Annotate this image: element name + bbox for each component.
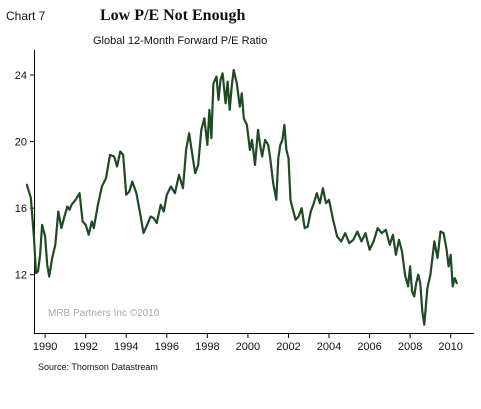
source-note: Source: Thomson Datastream	[38, 362, 158, 372]
x-tick-label: 2010	[438, 341, 462, 353]
x-tick-label: 2008	[398, 341, 422, 353]
y-tick-label: 12	[15, 270, 27, 282]
y-tick-label: 16	[15, 203, 27, 215]
watermark: MRB Partners Inc ©2010	[48, 308, 160, 319]
x-tick-label: 1998	[195, 341, 219, 353]
y-tick-label: 20	[15, 137, 27, 149]
y-tick-label: 24	[15, 70, 27, 82]
chart-headline: Low P/E Not Enough	[100, 7, 245, 24]
x-axis-ticks: 1990 1992 1994 1996 1998 2000 2002 2004 2006 2008…	[33, 333, 463, 353]
x-tick-label: 1990	[33, 341, 57, 353]
x-tick-label: 1992	[73, 341, 97, 353]
x-tick-label: 2000	[236, 341, 260, 353]
x-tick-label: 1994	[114, 341, 138, 353]
series-line	[25, 68, 458, 326]
chart-title: Global 12-Month Forward P/E Ratio	[93, 35, 267, 47]
y-axis-ticks: 12 16 20 24	[15, 70, 35, 282]
chart-number: Chart 7	[6, 9, 46, 23]
x-tick-label: 2006	[357, 341, 381, 353]
x-tick-label: 2004	[317, 341, 341, 353]
x-tick-label: 2002	[276, 341, 300, 353]
x-tick-label: 1996	[155, 341, 179, 353]
